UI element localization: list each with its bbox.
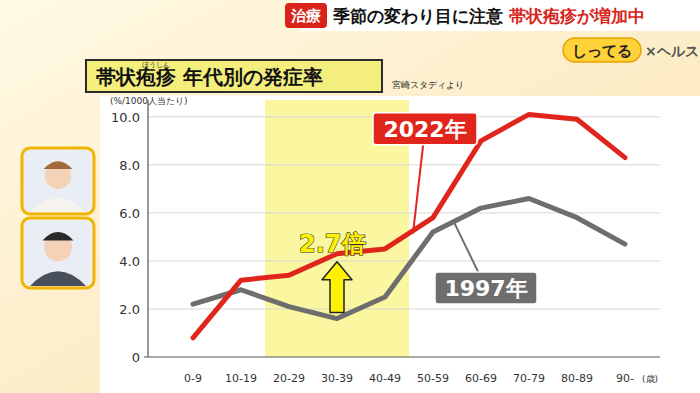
chart-root: 治療季節の変わり目に注意帯状疱疹が増加中しってる ×ヘルス帯状疱疹 年代別の発症率… bbox=[0, 0, 700, 393]
title-box bbox=[86, 60, 382, 92]
series-line bbox=[193, 198, 625, 318]
series-label-box bbox=[435, 272, 537, 304]
source: 宮崎スタディより bbox=[392, 80, 464, 90]
y-tick-label: 0 bbox=[132, 350, 140, 365]
grid-line bbox=[148, 260, 660, 261]
x-tick-label: 40-49 bbox=[369, 372, 401, 385]
chart-title: 帯状疱疹 年代別の発症率 bbox=[96, 65, 323, 89]
y-tick-label: 6.0 bbox=[119, 206, 140, 221]
header-tag-box bbox=[285, 3, 327, 28]
header-tag: 治療 bbox=[290, 7, 321, 25]
x-tick-label: 60-69 bbox=[465, 372, 497, 385]
avatar-frame bbox=[22, 218, 94, 288]
y-tick-label: 10.0 bbox=[111, 110, 140, 125]
presenter-1 bbox=[22, 148, 94, 214]
x-axis-line bbox=[148, 356, 660, 357]
y-axis-line bbox=[147, 100, 148, 357]
series-group bbox=[193, 114, 625, 337]
y-axis: 0 2.0 4.0 6.0 8.0 10.0 bbox=[111, 110, 660, 365]
series-label: 1997年 bbox=[444, 276, 527, 301]
x-tick-label: 0-9 bbox=[184, 372, 202, 385]
grid-line bbox=[148, 308, 660, 309]
title-ruby: ほうしん bbox=[142, 61, 170, 69]
header-text-highlight: 帯状疱疹が増加中 bbox=[509, 6, 645, 26]
logo-box bbox=[563, 38, 641, 62]
logo-suffix: ×ヘルス bbox=[645, 43, 699, 59]
avatar-hair bbox=[43, 232, 74, 240]
header-text: 季節の変わり目に注意帯状疱疹が増加中 bbox=[332, 6, 645, 26]
x-tick-label: 30-39 bbox=[321, 372, 353, 385]
x-tick-label: 10-19 bbox=[225, 372, 257, 385]
y-axis-label: (%/1000人当たり) bbox=[110, 96, 188, 106]
series-line bbox=[193, 114, 625, 337]
grid-line bbox=[148, 164, 660, 165]
y-tick-label: 4.0 bbox=[119, 254, 140, 269]
grid-line bbox=[148, 212, 660, 213]
x-tick-label: 70-79 bbox=[513, 372, 545, 385]
annotation-text: 2.7倍 bbox=[299, 230, 366, 258]
background bbox=[0, 0, 700, 393]
header-bar bbox=[300, 0, 700, 31]
x-tick-label: 20-29 bbox=[273, 372, 305, 385]
chart-panel bbox=[100, 96, 700, 393]
avatar-body bbox=[30, 198, 86, 212]
x-tick-label: 80-89 bbox=[561, 372, 593, 385]
series-label-box bbox=[373, 113, 477, 145]
avatar-body bbox=[30, 271, 86, 286]
x-axis-label: (歳) bbox=[642, 374, 658, 384]
logo-text: しってる bbox=[572, 42, 632, 60]
annotation-arrow bbox=[322, 262, 352, 313]
x-tick-label: 90- bbox=[616, 372, 634, 385]
avatar-frame bbox=[22, 148, 94, 214]
avatar-hair bbox=[43, 161, 72, 169]
series-label: 2022年 bbox=[383, 117, 466, 142]
y-tick-label: 2.0 bbox=[119, 302, 140, 317]
x-tick-label: 50-59 bbox=[417, 372, 449, 385]
header-text-main: 季節の変わり目に注意 bbox=[332, 6, 504, 26]
presenter-2 bbox=[22, 218, 94, 288]
y-tick-label: 8.0 bbox=[119, 158, 140, 173]
